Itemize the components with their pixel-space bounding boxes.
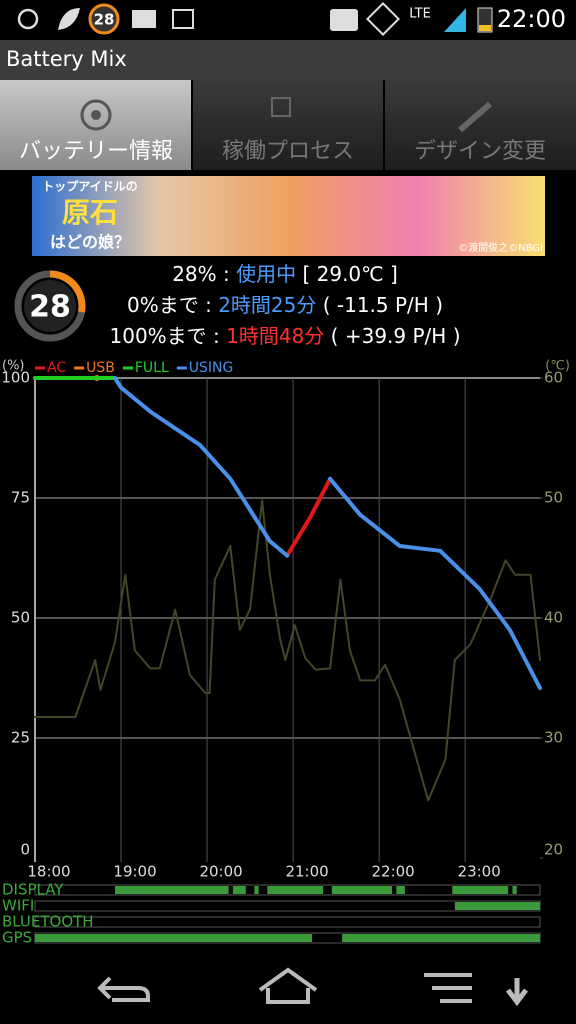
badge-text: 28 [94, 11, 115, 29]
banner-text: 原石 [62, 196, 118, 229]
status-segment [454, 902, 540, 910]
status-segment [331, 886, 393, 894]
image-icon [172, 9, 194, 29]
y2-axis-label: (℃) [545, 359, 570, 374]
network-label: LTE [409, 7, 431, 22]
tab[interactable] [0, 80, 191, 170]
banner-credit: ©渡間俊之©NBGI [458, 241, 543, 254]
summary-text: [ 29.0℃ ] [296, 262, 398, 286]
y2-tick-label: 40 [544, 609, 563, 627]
level-inner [24, 280, 76, 332]
status-segment [396, 886, 405, 894]
status-label: GPS [2, 929, 32, 947]
status-label: DISPLAY [2, 881, 64, 899]
y2-tick-label: 30 [544, 729, 563, 747]
badge-icon [88, 3, 120, 35]
battery-fill [479, 25, 491, 31]
status-segment [267, 886, 324, 894]
level-text: 28 [29, 290, 71, 325]
y-tick-label: 100 [1, 369, 30, 387]
y2-tick-label: 20 [544, 841, 563, 859]
status-segment [452, 886, 509, 894]
status-label: WIFI [2, 897, 34, 915]
summary-text: 使用中 [236, 262, 296, 286]
y2-tick-label: 50 [544, 489, 563, 507]
app-title: Battery Mix [6, 47, 127, 71]
summary-text: 0%まで : [127, 293, 218, 317]
y-tick-label: 50 [11, 609, 30, 627]
summary-row: 100%まで : 1時間48分 ( +39.9 P/H ) [110, 324, 461, 348]
y-tick-label: 75 [11, 489, 30, 507]
y-tick-label: 25 [11, 729, 30, 747]
tab-icon [91, 110, 101, 120]
tab[interactable] [193, 80, 383, 170]
y-tick-label: 0 [20, 841, 30, 859]
tab[interactable] [385, 80, 576, 170]
x-tick-label: 21:00 [285, 863, 328, 881]
alarm-icon [17, 8, 39, 30]
status-segment [35, 934, 313, 942]
x-tick-label: 22:00 [372, 863, 415, 881]
chart: (%) (℃) 0 25 50 75 100 20 30 40 50 60 18:00 19:00 20:0… [1, 359, 570, 947]
status-segment [254, 886, 259, 894]
banner-text: はどの娘？ [50, 233, 130, 252]
battery-line [285, 476, 333, 558]
rotate-icon [366, 2, 400, 36]
summary: 28 28% : 使用中 [ 29.0℃ ] 0%まで : 2時間25分 ( -11… [14, 262, 461, 348]
tab-label[interactable]: 稼働プロセス [222, 139, 354, 164]
level-ring [49, 270, 86, 313]
x-tick-label: 19:00 [113, 863, 156, 881]
banner-text: トップアイドルの [42, 179, 137, 194]
summary-row: 0%まで : 2時間25分 ( -11.5 P/H ) [127, 293, 443, 317]
y-axis-label: (%) [2, 359, 25, 374]
clock: 22:00 [497, 5, 566, 33]
summary-text: 100%まで : [110, 324, 227, 348]
summary-text: 2時間25分 [218, 293, 316, 317]
y2-tick-label: 60 [544, 369, 563, 387]
title-bar [0, 40, 576, 80]
x-tick-label: 23:00 [458, 863, 501, 881]
down-button[interactable] [506, 978, 528, 1007]
x-tick-label: 18:00 [27, 863, 70, 881]
legend-label: AC [47, 360, 66, 376]
notify-icon [330, 9, 358, 31]
temperature-line [34, 499, 541, 802]
back-button[interactable] [97, 976, 150, 1002]
home-button[interactable] [258, 967, 318, 1004]
status-segment [115, 886, 229, 894]
battery-line [113, 376, 542, 691]
summary-text: ( +39.9 P/H ) [324, 324, 460, 348]
status-segment [342, 934, 540, 942]
mail-icon [132, 10, 156, 28]
status-label: BLUETOOTH [2, 913, 94, 931]
status-track [34, 916, 541, 928]
summary-text: 28% : [172, 262, 236, 286]
signal-icon [444, 8, 466, 32]
menu-button[interactable] [424, 973, 472, 1003]
tab-icon [80, 99, 112, 131]
tab-label[interactable]: バッテリー情報 [19, 139, 173, 164]
status-segment [232, 886, 246, 894]
tab-icon [271, 97, 291, 117]
summary-text: ( -11.5 P/H ) [316, 293, 443, 317]
legend-label: USING [189, 360, 234, 376]
summary-text: 1時間48分 [226, 324, 324, 348]
tab-label[interactable]: デザイン変更 [414, 139, 546, 164]
legend-label: FULL [135, 360, 169, 376]
x-tick-label: 20:00 [199, 863, 242, 881]
summary-row: 28% : 使用中 [ 29.0℃ ] [172, 262, 398, 286]
legend-label: USB [86, 360, 115, 376]
leaf-icon [58, 8, 80, 30]
status-segment [512, 886, 517, 894]
tab-icon [458, 101, 492, 133]
banner[interactable] [32, 176, 545, 256]
